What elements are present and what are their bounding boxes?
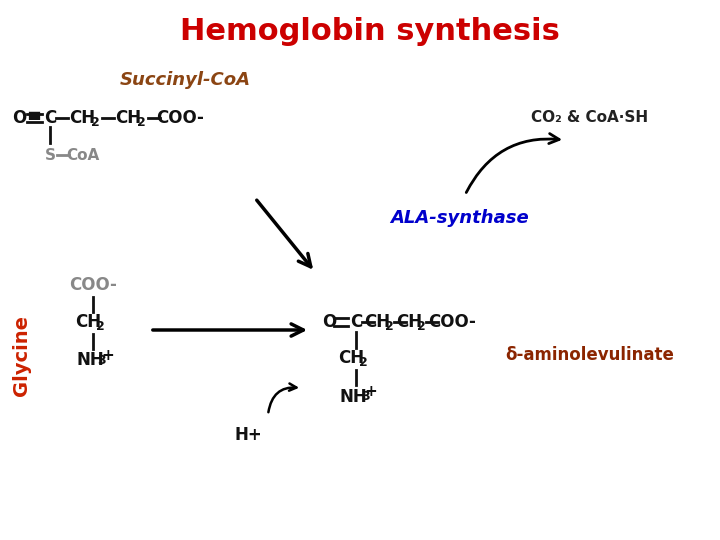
Text: H+: H+: [234, 426, 262, 444]
Text: COO-: COO-: [69, 276, 117, 294]
Text: NH: NH: [76, 351, 104, 369]
Text: =: =: [27, 107, 42, 125]
Text: Succinyl-CoA: Succinyl-CoA: [120, 71, 251, 89]
Text: +: +: [102, 348, 114, 362]
Text: 2: 2: [417, 321, 426, 334]
Text: +: +: [364, 384, 377, 400]
Text: COO-: COO-: [156, 109, 204, 127]
Text: NH: NH: [339, 388, 367, 406]
Text: CH: CH: [115, 109, 141, 127]
Text: 2: 2: [137, 117, 145, 130]
Text: 2: 2: [91, 117, 99, 130]
Text: CH: CH: [75, 313, 101, 331]
Text: 2: 2: [359, 356, 367, 369]
Text: CH: CH: [364, 313, 390, 331]
Text: CH: CH: [69, 109, 95, 127]
Text: COO-: COO-: [428, 313, 476, 331]
Text: CO₂ & CoA·SH: CO₂ & CoA·SH: [531, 111, 649, 125]
Text: Hemoglobin synthesis: Hemoglobin synthesis: [180, 17, 560, 46]
Text: 3: 3: [98, 354, 107, 367]
Text: 2: 2: [384, 321, 393, 334]
Text: ALA-synthase: ALA-synthase: [391, 209, 529, 227]
Text: O: O: [12, 109, 26, 127]
Text: C: C: [44, 109, 56, 127]
Text: 3: 3: [361, 390, 369, 403]
Text: C: C: [350, 313, 362, 331]
Text: =: =: [27, 109, 42, 127]
Text: O: O: [322, 313, 336, 331]
Text: S: S: [45, 147, 55, 163]
Text: CH: CH: [396, 313, 422, 331]
Text: CH: CH: [338, 349, 364, 367]
Text: δ-aminolevulinate: δ-aminolevulinate: [505, 346, 675, 364]
Text: Glycine: Glycine: [12, 314, 32, 395]
Text: CoA: CoA: [66, 147, 99, 163]
Text: 2: 2: [96, 321, 104, 334]
